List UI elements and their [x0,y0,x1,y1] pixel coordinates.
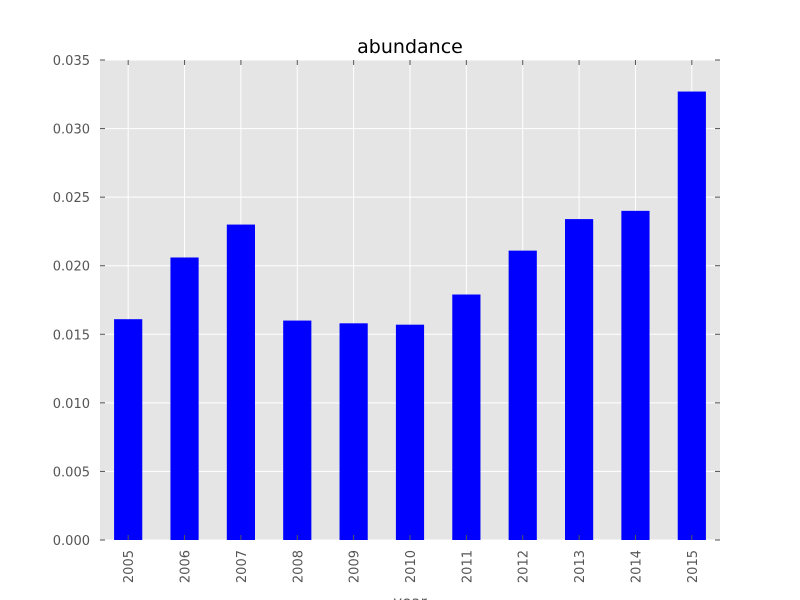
x-tick-label: 2009 [348,550,363,583]
x-tick-label: 2013 [573,550,588,583]
y-tick-label: 0.030 [53,123,90,138]
y-tick-label: 0.025 [53,191,90,206]
y-tick-label: 0.020 [53,260,90,275]
x-tick-label: 2005 [122,550,137,583]
bars [114,91,706,541]
x-tick-label: 2012 [517,550,532,583]
bar-2014 [621,210,650,540]
bar-2011 [452,294,481,540]
x-tick-label: 2010 [404,550,419,583]
x-tick-label: 2014 [629,550,644,583]
chart-title: abundance [357,36,463,58]
x-tick-label: 2008 [291,550,306,583]
x-tick-label: 2015 [686,550,701,583]
bar-2009 [339,323,368,540]
bar-2005 [114,319,143,540]
x-tick-label: 2007 [235,550,250,583]
y-tick-label: 0.015 [53,328,90,343]
bar-2015 [677,91,706,541]
x-tick-label: 2006 [179,550,194,583]
y-tick-label: 0.005 [53,465,90,480]
y-tick-label: 0.010 [53,397,90,412]
tick-labels: 0.000 0.005 0.010 0.015 0.020 0.025 0.030 0.035… [53,54,701,583]
bar-2013 [565,219,594,541]
x-tick-label: 2011 [460,550,475,583]
x-axis-label: year [393,593,427,600]
bar-2007 [226,224,255,541]
bar-2012 [508,250,537,540]
y-tick-label: 0.035 [53,54,90,69]
bar-2006 [170,257,199,540]
bar-2008 [283,320,312,540]
bar-2010 [395,324,425,540]
y-tick-label: 0.000 [53,534,90,549]
axis-ticks [100,59,720,541]
